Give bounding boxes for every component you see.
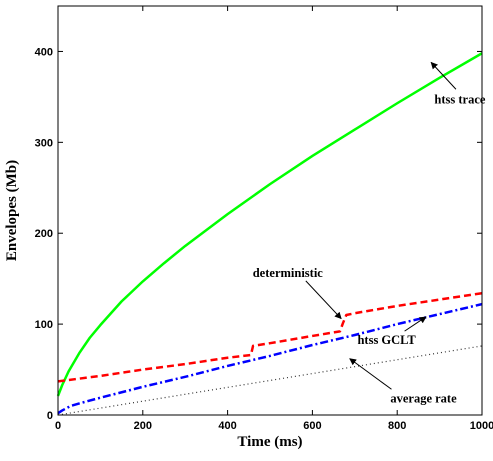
x-tick-label-1000: 1000 [470, 420, 493, 432]
annotation-arrow-htss-trace [430, 61, 457, 90]
annotation-label-htss-gclt: htss GCLT [357, 333, 416, 347]
annotation-arrow-deterministic [305, 280, 342, 320]
plot-area: htss trace deterministic htss GCLT average … [56, 52, 486, 416]
annotation-label-htss-trace: htss trace [434, 92, 485, 106]
y-tick-label-200: 200 [35, 228, 53, 240]
y-tick-label-100: 100 [35, 319, 53, 331]
plot-frame [57, 5, 483, 416]
y-tick-label-300: 300 [35, 137, 53, 149]
series-line-htss-trace [56, 52, 483, 397]
x-axis-label: Time (ms) [237, 434, 302, 450]
x-tick-label-400: 400 [218, 420, 236, 432]
annotation-label-deterministic: deterministic [253, 266, 324, 280]
annotation-arrow-average-rate [349, 358, 392, 390]
x-tick-label-0: 0 [55, 420, 61, 432]
annotation-label-average-rate: average rate [390, 391, 457, 405]
annotation-layer: htss trace deterministic htss GCLT average … [253, 61, 486, 405]
series-line-htss-gclt [57, 302, 483, 415]
x-tick-label-200: 200 [134, 420, 152, 432]
series-line-deterministic [57, 291, 483, 383]
x-tick-label-600: 600 [303, 420, 321, 432]
y-axis-label: Envelopes (Mb) [4, 160, 20, 261]
axis-ticks: 0 200 400 600 800 1000 0 100 200 300 400 [35, 6, 493, 432]
y-tick-label-400: 400 [35, 46, 53, 58]
x-tick-label-800: 800 [388, 420, 406, 432]
annotation-arrow-htss-gclt [404, 316, 427, 332]
y-tick-label-0: 0 [47, 410, 53, 422]
series-layer [56, 52, 483, 416]
